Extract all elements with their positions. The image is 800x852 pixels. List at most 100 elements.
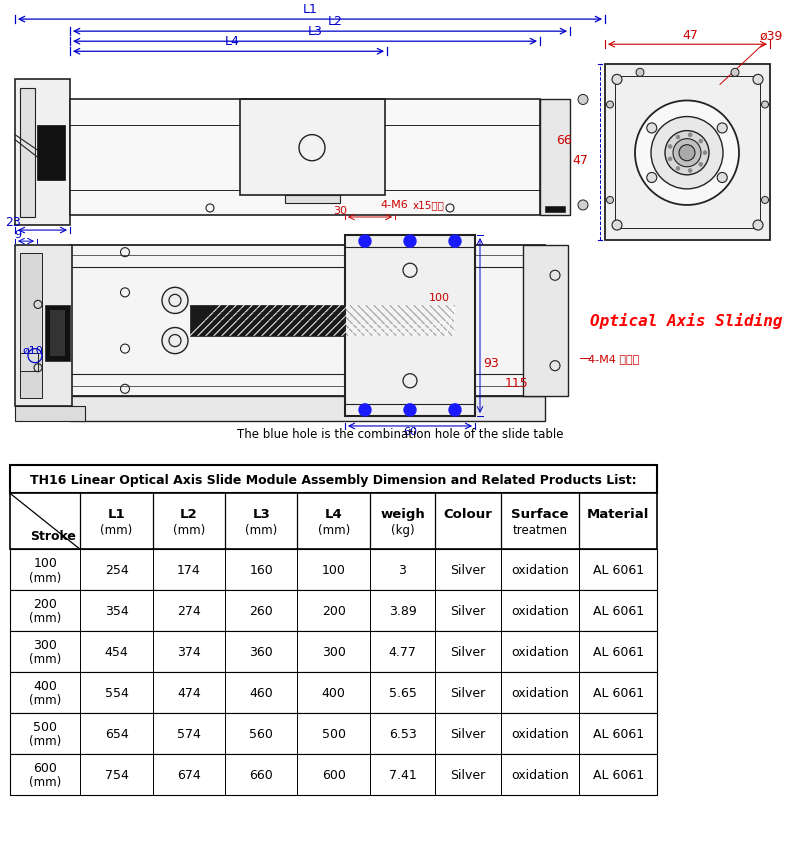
Text: L2: L2: [327, 15, 342, 28]
Text: 7.41: 7.41: [389, 768, 416, 780]
Text: Silver: Silver: [450, 686, 486, 699]
Text: 300: 300: [322, 645, 346, 659]
Text: (mm): (mm): [29, 612, 62, 625]
Text: L3: L3: [307, 26, 322, 38]
Text: 66: 66: [556, 134, 572, 147]
Text: 23: 23: [5, 216, 21, 229]
Text: 174: 174: [177, 564, 201, 577]
Text: 600: 600: [322, 768, 346, 780]
Bar: [345, 236, 475, 417]
Text: oxidation: oxidation: [511, 768, 569, 780]
Circle shape: [449, 405, 461, 417]
Circle shape: [718, 173, 727, 183]
Text: (mm): (mm): [29, 694, 62, 706]
Text: 560: 560: [250, 727, 274, 740]
Text: treatmen: treatmen: [512, 523, 567, 537]
Text: 300: 300: [34, 638, 57, 651]
Text: L4: L4: [225, 35, 239, 49]
Bar: [10, 465, 658, 494]
Circle shape: [606, 197, 614, 204]
Text: 60: 60: [403, 427, 417, 436]
Bar: [20, 89, 35, 218]
Bar: [70, 246, 545, 396]
Circle shape: [731, 69, 739, 78]
Text: 400: 400: [322, 686, 346, 699]
Text: L2: L2: [180, 507, 198, 520]
Circle shape: [762, 102, 769, 109]
Text: 4.77: 4.77: [389, 645, 417, 659]
Text: 500: 500: [322, 727, 346, 740]
Text: 4-M4 通螺孔: 4-M4 通螺孔: [588, 354, 639, 363]
Text: Colour: Colour: [443, 507, 492, 520]
Text: (mm): (mm): [101, 523, 133, 537]
Bar: [190, 306, 455, 337]
Bar: [540, 101, 570, 216]
Bar: [10, 494, 658, 550]
Text: The blue hole is the combination hole of the slide table: The blue hole is the combination hole of…: [237, 427, 563, 440]
Circle shape: [753, 221, 763, 231]
Bar: [605, 66, 770, 241]
Text: 674: 674: [177, 768, 201, 780]
Circle shape: [688, 170, 692, 173]
Text: 47: 47: [572, 153, 588, 166]
Text: TH16 Linear Optical Axis Slide Module Assembly Dimension and Related Products Li: TH16 Linear Optical Axis Slide Module As…: [30, 473, 637, 486]
Text: (mm): (mm): [173, 523, 205, 537]
Text: 160: 160: [250, 564, 273, 577]
Bar: [15, 246, 72, 406]
Circle shape: [359, 405, 371, 417]
Text: oxidation: oxidation: [511, 605, 569, 618]
Text: L3: L3: [253, 507, 270, 520]
Bar: [45, 306, 70, 361]
Circle shape: [698, 140, 702, 144]
Bar: [240, 101, 385, 196]
Text: 360: 360: [250, 645, 273, 659]
Bar: [285, 196, 340, 204]
Bar: [10, 672, 658, 713]
Circle shape: [636, 69, 644, 78]
Circle shape: [718, 124, 727, 134]
Text: 274: 274: [177, 605, 201, 618]
Text: Silver: Silver: [450, 727, 486, 740]
Circle shape: [162, 328, 188, 354]
Text: 100: 100: [429, 293, 450, 303]
Text: (mm): (mm): [29, 734, 62, 747]
Text: (mm): (mm): [29, 571, 62, 584]
Text: L1: L1: [108, 507, 126, 520]
Text: (mm): (mm): [29, 775, 62, 788]
Text: oxidation: oxidation: [511, 727, 569, 740]
Text: 374: 374: [177, 645, 201, 659]
Bar: [20, 354, 38, 371]
Text: (mm): (mm): [29, 653, 62, 665]
Circle shape: [606, 102, 614, 109]
Text: Optical Axis Sliding: Optical Axis Sliding: [590, 314, 782, 329]
Bar: [20, 254, 42, 399]
Circle shape: [673, 140, 701, 168]
Bar: [70, 396, 545, 422]
Text: 47: 47: [682, 29, 698, 42]
Bar: [37, 125, 65, 181]
Circle shape: [676, 135, 680, 140]
Circle shape: [668, 146, 672, 149]
Text: oxidation: oxidation: [511, 564, 569, 577]
Text: Silver: Silver: [450, 645, 486, 659]
Text: 654: 654: [105, 727, 129, 740]
Text: AL 6061: AL 6061: [593, 605, 644, 618]
Circle shape: [762, 197, 769, 204]
Circle shape: [635, 101, 739, 205]
Text: L4: L4: [325, 507, 342, 520]
Bar: [10, 713, 658, 754]
Bar: [50, 311, 65, 356]
Bar: [15, 406, 85, 422]
Text: 600: 600: [34, 761, 57, 774]
Circle shape: [449, 236, 461, 248]
Text: Surface: Surface: [511, 507, 569, 520]
Text: 554: 554: [105, 686, 129, 699]
Text: oxidation: oxidation: [511, 645, 569, 659]
Text: AL 6061: AL 6061: [593, 686, 644, 699]
Text: 254: 254: [105, 564, 129, 577]
Text: 660: 660: [250, 768, 273, 780]
Circle shape: [676, 167, 680, 171]
Text: 30: 30: [333, 205, 347, 216]
Circle shape: [578, 201, 588, 210]
Text: 400: 400: [34, 679, 57, 692]
